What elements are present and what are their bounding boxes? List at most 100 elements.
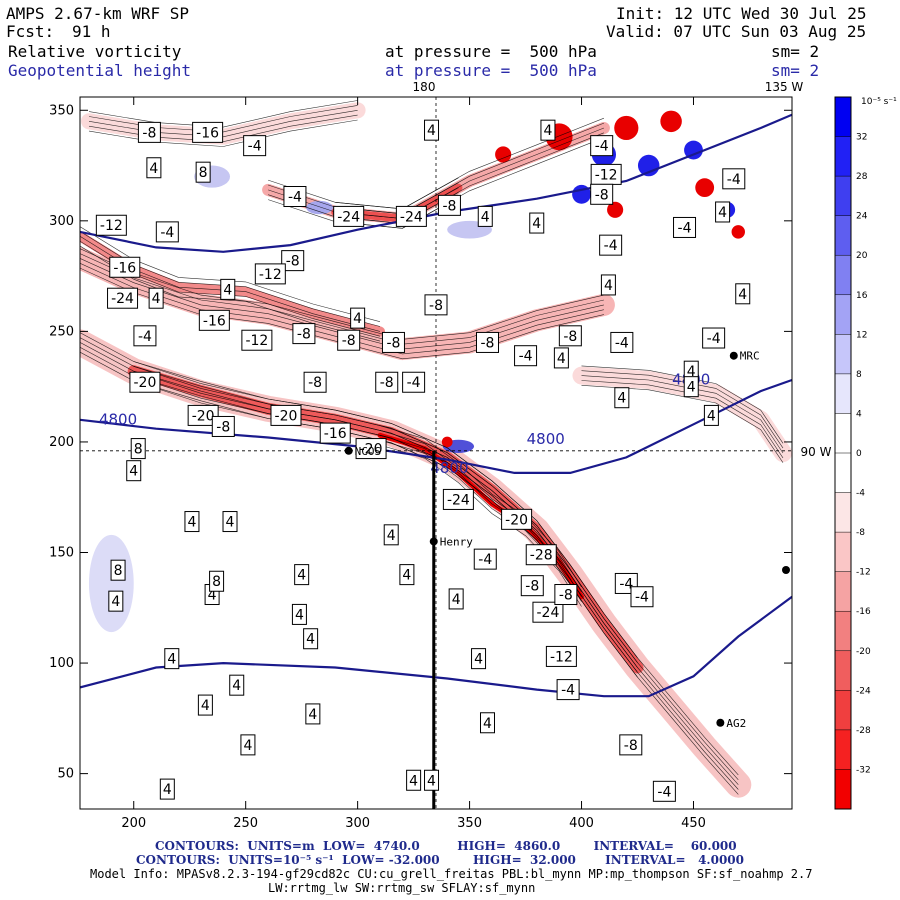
vorticity-isoline — [133, 380, 638, 678]
label-box — [600, 274, 616, 296]
vorticity-value-label: -4 — [673, 216, 697, 238]
label-text: -4 — [138, 329, 152, 345]
vorticity-value-label: 4 — [703, 404, 719, 426]
field1-name: Relative vorticity — [8, 42, 182, 61]
vorticity-value-label: -20 — [129, 371, 161, 393]
label-text: -4 — [160, 225, 174, 241]
stations: NCOS Henry MRC AG2 — [344, 350, 790, 730]
label-text: -8 — [595, 187, 609, 203]
label-text: 4 — [427, 123, 436, 139]
station-dot — [729, 351, 738, 360]
lon-180-label: 180 — [413, 80, 436, 94]
label-box — [350, 307, 366, 329]
label-text: -16 — [324, 426, 347, 442]
label-box — [198, 309, 230, 331]
vorticity-isoline — [133, 361, 638, 658]
label-text: -12 — [595, 167, 618, 183]
label-text: 4 — [223, 282, 232, 298]
vorticity-value-label: -8 — [381, 331, 405, 353]
colorbar-swatch — [835, 532, 851, 573]
vorticity-value-label: 8 — [209, 570, 225, 592]
label-text: -24 — [337, 209, 360, 225]
label-text: -24 — [111, 291, 134, 307]
label-box — [291, 603, 307, 625]
vorticity-value-label: 4 — [294, 564, 310, 586]
vorticity-value-label: 4 — [448, 588, 464, 610]
vorticity-value-label: -20 — [187, 404, 219, 426]
positive-vorticity-patch — [306, 200, 334, 215]
label-box — [146, 157, 162, 179]
label-text: 4 — [402, 568, 411, 584]
label-text: 4 — [297, 568, 306, 584]
x-tick-label: 300 — [345, 816, 370, 831]
label-box — [424, 294, 448, 316]
label-text: -16 — [196, 125, 219, 141]
label-text: 8 — [212, 574, 221, 590]
label-text: 4 — [718, 205, 727, 221]
label-box — [520, 575, 544, 597]
label-text: 4 — [617, 391, 626, 407]
label-text: 4 — [387, 528, 396, 544]
colorbar-swatch — [835, 97, 851, 138]
x-tick-label: 200 — [121, 816, 146, 831]
vorticity-value-label: -24 — [532, 601, 564, 623]
vorticity-value-label: 4 — [735, 283, 751, 305]
height-contour-line — [80, 595, 792, 698]
vorticity-value-label: -16 — [319, 422, 351, 444]
vorticity-value-label: 4 — [197, 694, 213, 716]
label-box — [270, 404, 302, 426]
vorticity-value-label: 4 — [471, 648, 487, 670]
label-text: -8 — [216, 419, 230, 435]
vorticity-value-label: 4 — [406, 769, 422, 791]
x-tick-label: 250 — [233, 816, 258, 831]
vorticity-value-label: -8 — [437, 194, 461, 216]
label-box — [383, 524, 399, 546]
label-text: -8 — [342, 333, 356, 349]
vorticity-value-label: -4 — [514, 345, 538, 367]
vorticity-core — [695, 178, 715, 198]
vorticity-value-label: 4 — [600, 274, 616, 296]
label-box — [473, 548, 497, 570]
colorbar-swatch — [835, 729, 851, 770]
label-box — [333, 205, 365, 227]
vorticity-value-label: -12 — [241, 329, 273, 351]
station-name: NCOS — [355, 445, 382, 458]
label-text: -4 — [604, 238, 618, 254]
vorticity-isoline — [88, 114, 358, 143]
label-text: -4 — [615, 335, 629, 351]
label-box — [630, 586, 654, 608]
label-box — [471, 648, 487, 670]
vorticity-core — [731, 225, 745, 239]
label-text: -24 — [400, 209, 423, 225]
vorticity-value-label: 4 — [540, 119, 556, 141]
station-name: MRC — [740, 350, 760, 363]
label-box — [479, 712, 495, 734]
vorticity-value-label: -4 — [155, 221, 179, 243]
label-text: -8 — [442, 198, 456, 214]
label-text: 4 — [187, 515, 196, 531]
field2-pressure: at pressure = 500 hPa — [385, 61, 597, 80]
vorticity-value-label: -16 — [192, 121, 224, 143]
label-box — [381, 331, 405, 353]
label-text: -20 — [505, 512, 528, 528]
colorbar-swatch — [835, 215, 851, 256]
label-text: -28 — [530, 548, 553, 564]
vorticity-value-label: 4 — [108, 590, 124, 612]
vorticity-value-label: 4 — [291, 603, 307, 625]
label-box — [222, 511, 238, 533]
label-text: -4 — [619, 576, 633, 592]
y-tick-label: 350 — [49, 103, 74, 118]
vorticity-isoline — [379, 425, 582, 588]
label-box — [192, 121, 224, 143]
vorticity-isoline — [88, 105, 358, 133]
label-text: -8 — [386, 335, 400, 351]
height-contour-label: 4800 — [527, 430, 565, 448]
colorbar-tick-label: -24 — [856, 686, 871, 696]
label-text: -24 — [447, 492, 470, 508]
label-text: -4 — [561, 683, 575, 699]
label-text: 4 — [474, 652, 483, 668]
label-text: 4 — [243, 738, 252, 754]
colorbar-swatch — [835, 571, 851, 612]
label-box — [525, 544, 557, 566]
